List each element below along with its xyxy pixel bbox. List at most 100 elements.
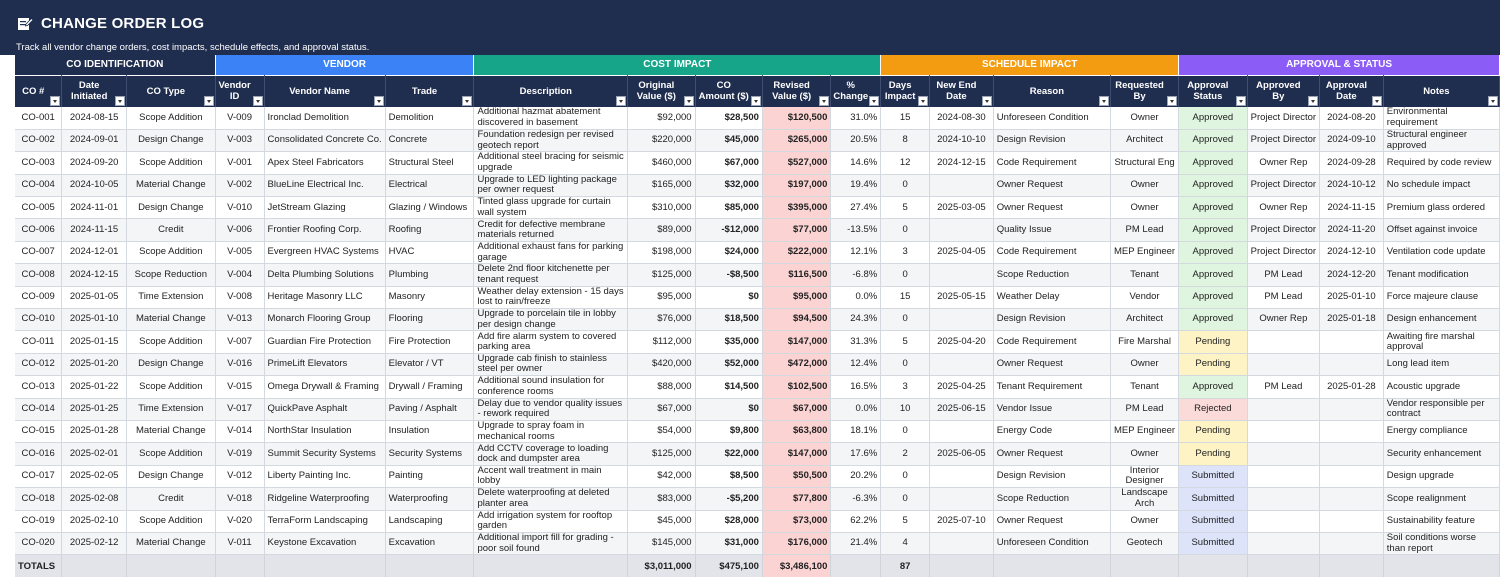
cell-percent-change[interactable]: 0.0% <box>830 398 882 421</box>
cell-co-amount[interactable]: -$5,200 <box>695 487 763 511</box>
cell-co-type[interactable]: Scope Addition <box>126 330 216 354</box>
cell-notes[interactable]: Tenant modification <box>1383 263 1500 287</box>
cell-trade[interactable]: Security Systems <box>385 442 475 466</box>
cell-co-number[interactable]: CO-010 <box>15 308 63 332</box>
cell-trade[interactable]: Waterproofing <box>385 487 475 511</box>
cell-approval-status[interactable]: Approved <box>1178 174 1248 198</box>
cell-revised-value[interactable]: $120,500 <box>762 107 832 130</box>
cell-co-amount[interactable]: $28,000 <box>695 510 763 533</box>
cell-description[interactable]: Upgrade to porcelain tile in lobby per d… <box>473 308 629 332</box>
cell-days-impact[interactable]: 5 <box>880 510 931 533</box>
cell-original-value[interactable]: $54,000 <box>627 420 696 444</box>
cell-new-end-date[interactable]: 2025-05-15 <box>929 286 994 310</box>
cell-co-amount[interactable]: $8,500 <box>695 465 763 489</box>
cell-co-number[interactable]: CO-008 <box>15 263 63 287</box>
cell-vendor-name[interactable]: Apex Steel Fabricators <box>264 151 386 175</box>
cell-reason[interactable]: Scope Reduction <box>993 263 1112 287</box>
cell-date-initiated[interactable]: 2025-01-10 <box>61 308 127 332</box>
cell-co-number[interactable]: CO-007 <box>15 241 63 265</box>
cell-original-value[interactable]: $112,000 <box>627 330 696 354</box>
cell-approval-status[interactable]: Submitted <box>1178 510 1248 533</box>
cell-co-number[interactable]: CO-004 <box>15 174 63 198</box>
cell-approval-date[interactable] <box>1319 532 1384 556</box>
cell-co-type[interactable]: Scope Addition <box>126 375 216 399</box>
cell-trade[interactable]: Masonry <box>385 286 475 310</box>
cell-new-end-date[interactable] <box>929 263 994 287</box>
cell-reason[interactable]: Energy Code <box>993 420 1112 444</box>
cell-days-impact[interactable]: 2 <box>880 442 931 466</box>
cell-notes[interactable]: Long lead item <box>1383 353 1500 377</box>
cell-days-impact[interactable]: 5 <box>880 330 931 354</box>
cell-revised-value[interactable]: $147,000 <box>762 442 832 466</box>
cell-original-value[interactable]: $45,000 <box>627 510 696 533</box>
cell-approval-status[interactable]: Approved <box>1178 308 1248 332</box>
cell-co-type[interactable]: Design Change <box>126 196 216 220</box>
cell-original-value[interactable]: $460,000 <box>627 151 696 175</box>
cell-original-value[interactable]: $92,000 <box>627 107 696 130</box>
cell-percent-change[interactable]: -6.3% <box>830 487 882 511</box>
cell-date-initiated[interactable]: 2024-09-01 <box>61 129 127 153</box>
cell-approved-by[interactable]: Project Director <box>1247 129 1321 153</box>
cell-requested-by[interactable]: Owner <box>1110 107 1180 130</box>
cell-vendor-name[interactable]: Heritage Masonry LLC <box>264 286 386 310</box>
cell-days-impact[interactable]: 8 <box>880 129 931 153</box>
cell-description[interactable]: Delete waterproofing at deleted planter … <box>473 487 629 511</box>
cell-requested-by[interactable]: Architect <box>1110 308 1180 332</box>
cell-new-end-date[interactable]: 2025-06-15 <box>929 398 994 421</box>
cell-approval-date[interactable] <box>1319 487 1384 511</box>
cell-requested-by[interactable]: MEP Engineer <box>1110 241 1180 265</box>
cell-description[interactable]: Upgrade to spray foam in mechanical room… <box>473 420 629 444</box>
cell-percent-change[interactable]: 19.4% <box>830 174 882 198</box>
cell-vendor-name[interactable]: Ironclad Demolition <box>264 107 386 130</box>
cell-trade[interactable]: Paving / Asphalt <box>385 398 475 421</box>
cell-new-end-date[interactable]: 2024-08-30 <box>929 107 994 130</box>
cell-date-initiated[interactable]: 2025-01-25 <box>61 398 127 421</box>
cell-approved-by[interactable] <box>1247 465 1321 489</box>
cell-notes[interactable]: Energy compliance <box>1383 420 1500 444</box>
cell-new-end-date[interactable] <box>929 308 994 332</box>
cell-date-initiated[interactable]: 2025-01-28 <box>61 420 127 444</box>
cell-approved-by[interactable] <box>1247 353 1321 377</box>
filter-dropdown-icon[interactable] <box>1371 96 1382 106</box>
cell-original-value[interactable]: $83,000 <box>627 487 696 511</box>
cell-new-end-date[interactable] <box>929 465 994 489</box>
cell-approval-status[interactable]: Approved <box>1178 196 1248 220</box>
cell-original-value[interactable]: $220,000 <box>627 129 696 153</box>
cell-original-value[interactable]: $67,000 <box>627 398 696 421</box>
cell-approval-status[interactable]: Pending <box>1178 353 1248 377</box>
cell-percent-change[interactable]: 18.1% <box>830 420 882 444</box>
cell-co-number[interactable]: CO-005 <box>15 196 63 220</box>
cell-requested-by[interactable]: Architect <box>1110 129 1180 153</box>
cell-revised-value[interactable]: $77,000 <box>762 218 832 242</box>
cell-reason[interactable]: Scope Reduction <box>993 487 1112 511</box>
cell-days-impact[interactable]: 0 <box>880 308 931 332</box>
filter-dropdown-icon[interactable] <box>1235 96 1246 106</box>
cell-co-amount[interactable]: $35,000 <box>695 330 763 354</box>
cell-co-type[interactable]: Credit <box>126 218 216 242</box>
cell-co-type[interactable]: Design Change <box>126 465 216 489</box>
cell-date-initiated[interactable]: 2024-08-15 <box>61 107 127 130</box>
cell-trade[interactable]: Plumbing <box>385 263 475 287</box>
cell-approved-by[interactable] <box>1247 510 1321 533</box>
cell-co-number[interactable]: CO-003 <box>15 151 63 175</box>
cell-revised-value[interactable]: $395,000 <box>762 196 832 220</box>
cell-vendor-name[interactable]: Summit Security Systems <box>264 442 386 466</box>
cell-co-number[interactable]: CO-006 <box>15 218 63 242</box>
filter-dropdown-icon[interactable] <box>1167 96 1178 106</box>
cell-approval-date[interactable]: 2024-09-28 <box>1319 151 1384 175</box>
cell-original-value[interactable]: $420,000 <box>627 353 696 377</box>
cell-co-type[interactable]: Material Change <box>126 420 216 444</box>
cell-notes[interactable]: Environmental requirement <box>1383 107 1500 130</box>
cell-reason[interactable]: Code Requirement <box>993 241 1112 265</box>
cell-notes[interactable]: Soil conditions worse than report <box>1383 532 1500 556</box>
cell-vendor-id[interactable]: V-006 <box>215 218 265 242</box>
cell-approved-by[interactable]: PM Lead <box>1247 375 1321 399</box>
cell-reason[interactable]: Code Requirement <box>993 330 1112 354</box>
cell-reason[interactable]: Vendor Issue <box>993 398 1112 421</box>
cell-reason[interactable]: Design Revision <box>993 308 1112 332</box>
cell-requested-by[interactable]: Owner <box>1110 353 1180 377</box>
cell-approved-by[interactable] <box>1247 442 1321 466</box>
cell-vendor-id[interactable]: V-018 <box>215 487 265 511</box>
cell-reason[interactable]: Weather Delay <box>993 286 1112 310</box>
cell-vendor-name[interactable]: PrimeLift Elevators <box>264 353 386 377</box>
